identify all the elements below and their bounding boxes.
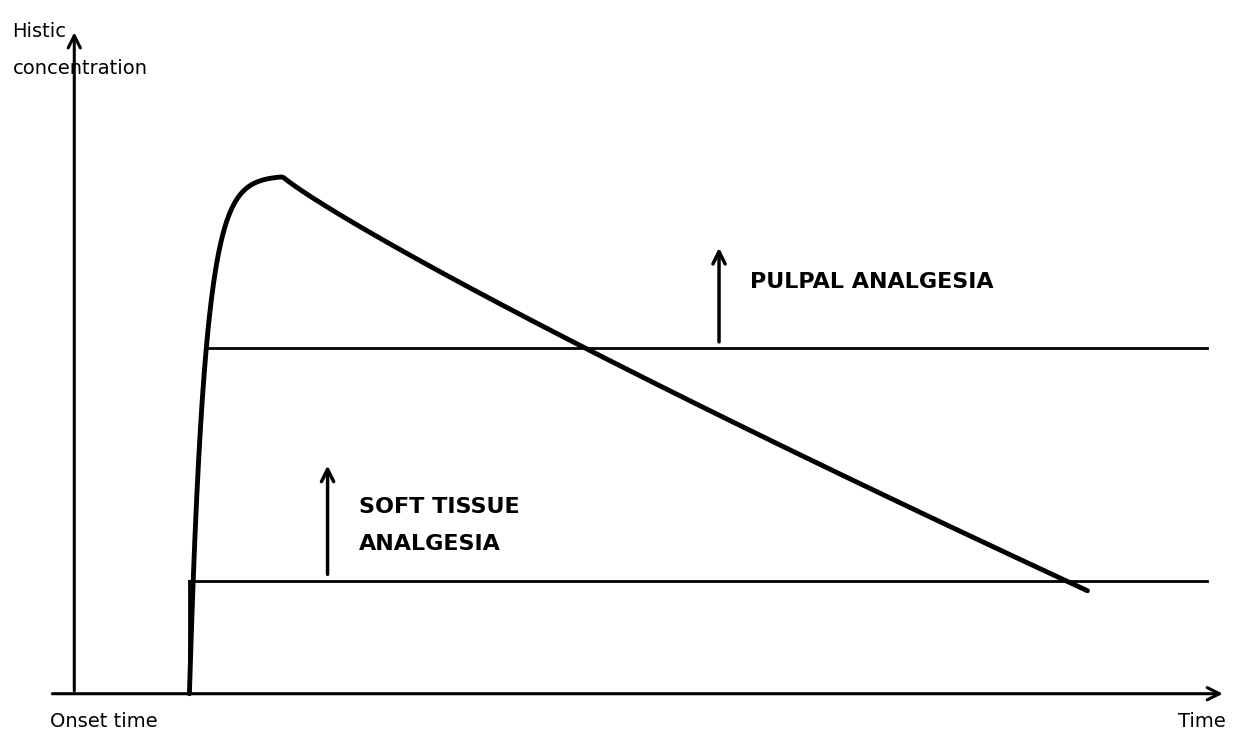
- Text: Time: Time: [1177, 711, 1226, 731]
- Text: Onset time: Onset time: [50, 711, 157, 731]
- Text: SOFT TISSUE: SOFT TISSUE: [359, 497, 519, 517]
- Text: Histic: Histic: [12, 22, 67, 41]
- Text: ANALGESIA: ANALGESIA: [359, 534, 500, 554]
- Text: concentration: concentration: [12, 59, 147, 78]
- Text: PULPAL ANALGESIA: PULPAL ANALGESIA: [750, 272, 994, 292]
